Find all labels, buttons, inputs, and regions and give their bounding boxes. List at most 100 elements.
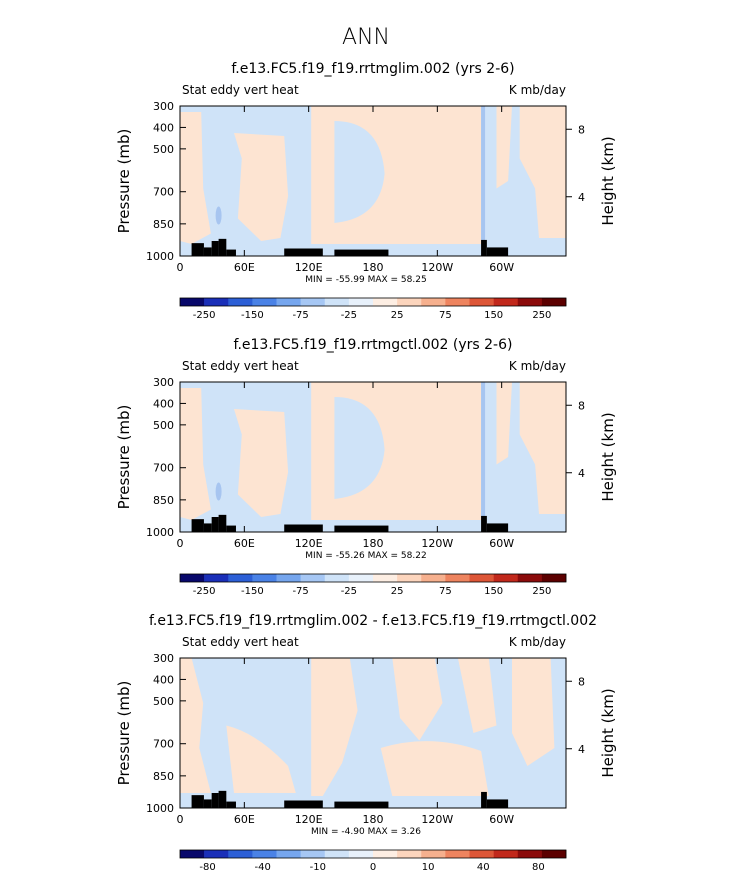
- colorbar-label: -150: [241, 310, 264, 321]
- terrain-block: [226, 249, 236, 256]
- x-tick-label: 180: [363, 261, 384, 274]
- colorbar-label: 150: [484, 586, 503, 597]
- colorbar-swatch: [469, 298, 494, 306]
- colorbar-swatch: [421, 574, 446, 582]
- colorbar-swatch: [373, 574, 398, 582]
- panel-2: f.e13.FC5.f19_f19.rrtmgctl.002 (yrs 2-6)…: [115, 337, 617, 597]
- colorbar-label: 250: [532, 586, 551, 597]
- field-positive-region: [512, 658, 555, 766]
- colorbar-label: 80: [532, 862, 545, 872]
- y-axis-title: Pressure (mb): [115, 681, 133, 786]
- terrain-block: [191, 519, 204, 532]
- figure-title: ANN: [342, 25, 390, 50]
- y-tick-label: 700: [153, 462, 174, 475]
- x-tick-label: 180: [363, 537, 384, 550]
- terrain-block: [284, 800, 323, 808]
- field-positive-region: [380, 741, 489, 796]
- colorbar-label: 75: [439, 586, 452, 597]
- colorbar-label: -80: [199, 862, 215, 872]
- colorbar-swatch: [421, 298, 446, 306]
- terrain-block: [334, 249, 389, 256]
- left-label: Stat eddy vert heat: [182, 83, 299, 97]
- colorbar-swatch: [517, 850, 543, 858]
- colorbar-swatch: [445, 574, 470, 582]
- colorbar-swatch: [324, 850, 350, 858]
- colorbar: -250 -150 -75 -25 25 75 150 250: [179, 573, 567, 597]
- x-tick-label: 60E: [234, 537, 255, 550]
- y-tick-label: 400: [153, 121, 174, 134]
- terrain-block: [203, 247, 212, 256]
- y-tick-label: 400: [153, 673, 174, 686]
- x-tick-label: 120W: [421, 537, 453, 550]
- colorbar-swatch: [276, 298, 301, 306]
- colorbar-swatch: [517, 298, 543, 306]
- contour-field: [180, 382, 566, 532]
- colorbar-swatch: [228, 850, 253, 858]
- colorbar-swatch: [373, 850, 398, 858]
- colorbar-swatch: [300, 298, 326, 306]
- colorbar-label: -25: [341, 586, 357, 597]
- colorbar-swatch: [348, 298, 374, 306]
- terrain-block: [226, 801, 236, 808]
- field-strong-negative: [215, 482, 222, 501]
- y-tick-label: 700: [153, 186, 174, 199]
- right-label: K mb/day: [509, 359, 566, 373]
- colorbar-swatch: [541, 574, 567, 582]
- colorbar-swatch: [228, 298, 253, 306]
- field-positive-region: [180, 112, 211, 244]
- y-tick-label: 1000: [146, 802, 174, 815]
- terrain-block: [481, 515, 487, 532]
- terrain-block: [486, 247, 509, 256]
- terrain-block: [211, 517, 219, 532]
- y-axis-right-title: Height (km): [599, 412, 617, 501]
- y-tick-label: 300: [153, 652, 174, 665]
- colorbar-swatch: [397, 574, 422, 582]
- colorbar-label: -40: [255, 862, 271, 872]
- colorbar-label: 25: [391, 310, 404, 321]
- y-tick-label: 500: [153, 143, 174, 156]
- min-max-label: MIN = -4.90 MAX = 3.26: [311, 827, 421, 837]
- terrain-block: [211, 793, 219, 808]
- colorbar-label: -250: [193, 586, 216, 597]
- x-tick-label: 120W: [421, 261, 453, 274]
- colorbar-label: 250: [532, 310, 551, 321]
- colorbar-swatch: [204, 850, 229, 858]
- panel-title: f.e13.FC5.f19_f19.rrtmglim.002 - f.e13.F…: [149, 613, 597, 629]
- field-positive-region: [496, 106, 512, 189]
- colorbar-label: -75: [292, 310, 308, 321]
- colorbar-label: 75: [439, 310, 452, 321]
- y-tick-label: 850: [153, 770, 174, 783]
- x-tick-label: 120E: [295, 537, 323, 550]
- x-tick-label: 60W: [489, 537, 514, 550]
- field-positive-region: [180, 658, 211, 793]
- terrain-block: [191, 795, 204, 808]
- y-tick-label: 300: [153, 100, 174, 113]
- colorbar-swatch: [180, 298, 205, 306]
- colorbar-swatch: [469, 574, 494, 582]
- x-tick-label: 120E: [295, 261, 323, 274]
- field-positive-region: [457, 658, 497, 733]
- colorbar-label: 40: [477, 862, 490, 872]
- terrain-block: [284, 524, 323, 532]
- y-axis-right-title: Height (km): [599, 688, 617, 777]
- colorbar-frame: [179, 573, 567, 583]
- colorbar-swatch: [397, 298, 422, 306]
- colorbar-swatch: [252, 574, 277, 582]
- field-negative-region: [334, 397, 385, 499]
- y-right-tick-label: 8: [578, 399, 585, 412]
- colorbar: -80 -40 -10 0 10 40 80: [179, 849, 567, 872]
- colorbar-swatch: [469, 850, 494, 858]
- terrain-block: [481, 791, 487, 808]
- field-positive-region: [519, 106, 566, 238]
- colorbar-label: -75: [292, 586, 308, 597]
- colorbar-swatch: [252, 298, 277, 306]
- colorbar-swatch: [493, 850, 519, 858]
- field-strong-negative: [481, 106, 486, 244]
- field-positive-region: [311, 658, 358, 796]
- field-strong-negative: [481, 382, 486, 520]
- field-positive-region: [180, 388, 211, 520]
- colorbar-swatch: [204, 298, 229, 306]
- colorbar-label: -25: [341, 310, 357, 321]
- terrain-block: [191, 243, 204, 256]
- contour-field: [180, 106, 566, 256]
